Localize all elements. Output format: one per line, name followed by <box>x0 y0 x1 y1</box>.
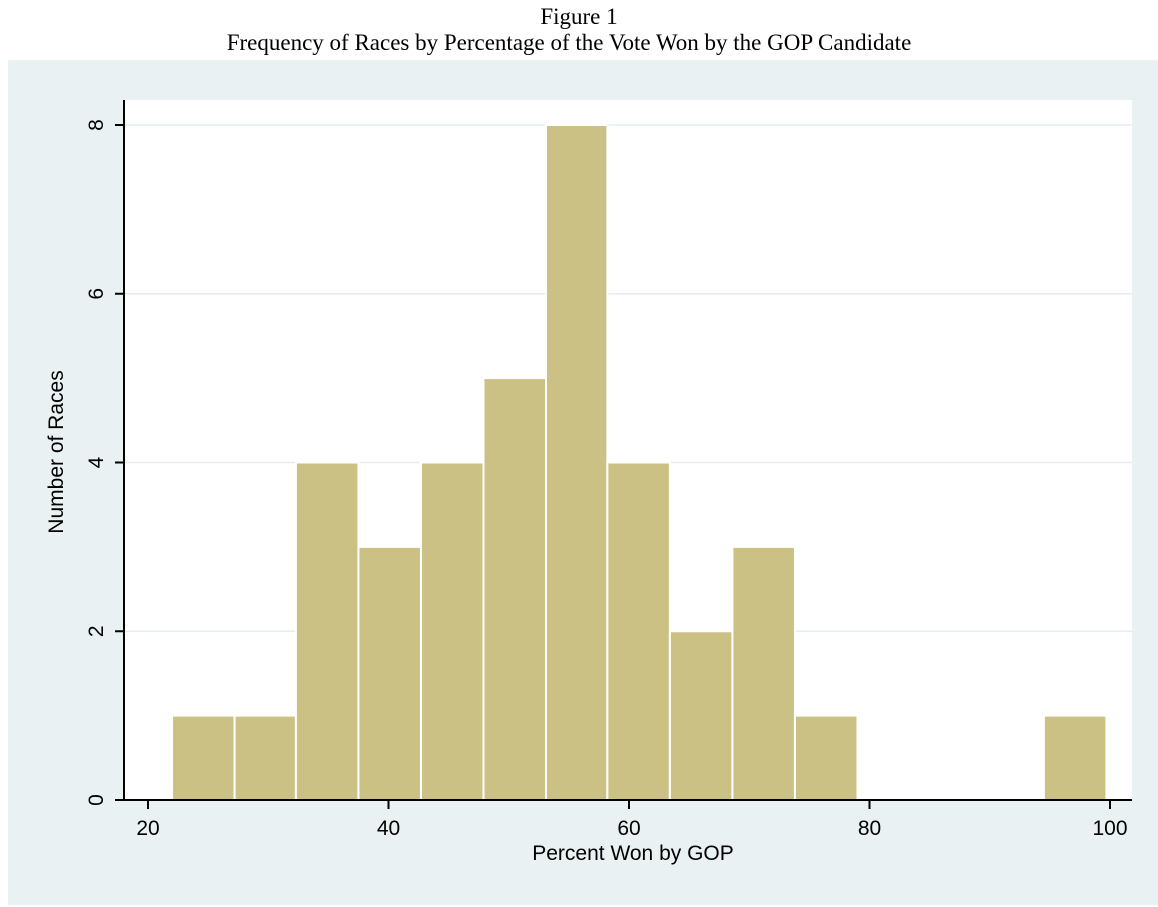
histogram-bar <box>668 630 734 801</box>
x-tick-label: 80 <box>858 817 881 840</box>
axes <box>115 100 1132 809</box>
tick-labels: 20 40 60 80 100 0 2 4 6 8 <box>85 119 1128 840</box>
x-tick-label: 40 <box>377 817 400 840</box>
histogram-bar <box>357 545 422 801</box>
histogram-bar <box>482 377 548 801</box>
figure-number: Figure 1 <box>540 4 618 29</box>
x-tick-label: 20 <box>136 817 159 840</box>
y-axis-title: Number of Races <box>45 370 68 533</box>
histogram-bar <box>171 714 236 801</box>
y-tick-label: 6 <box>85 288 108 300</box>
y-tick-label: 8 <box>85 119 108 131</box>
histogram-bar <box>419 461 485 801</box>
y-tick-label: 2 <box>85 625 108 637</box>
histogram-bar <box>606 461 671 801</box>
histogram-bar <box>731 545 796 801</box>
histogram-bar <box>545 124 609 801</box>
histogram-bar <box>233 714 297 801</box>
x-axis-title: Percent Won by GOP <box>532 842 734 865</box>
x-tick-label: 100 <box>1092 817 1127 840</box>
y-tick-label: 4 <box>85 456 108 468</box>
histogram-bar <box>294 461 360 801</box>
bars <box>171 124 1108 801</box>
x-tick-label: 60 <box>617 817 640 840</box>
y-tick-label: 0 <box>85 794 108 806</box>
histogram-bar <box>793 714 859 801</box>
histogram-bar <box>1042 714 1108 801</box>
figure-title: Frequency of Races by Percentage of the … <box>226 30 912 55</box>
